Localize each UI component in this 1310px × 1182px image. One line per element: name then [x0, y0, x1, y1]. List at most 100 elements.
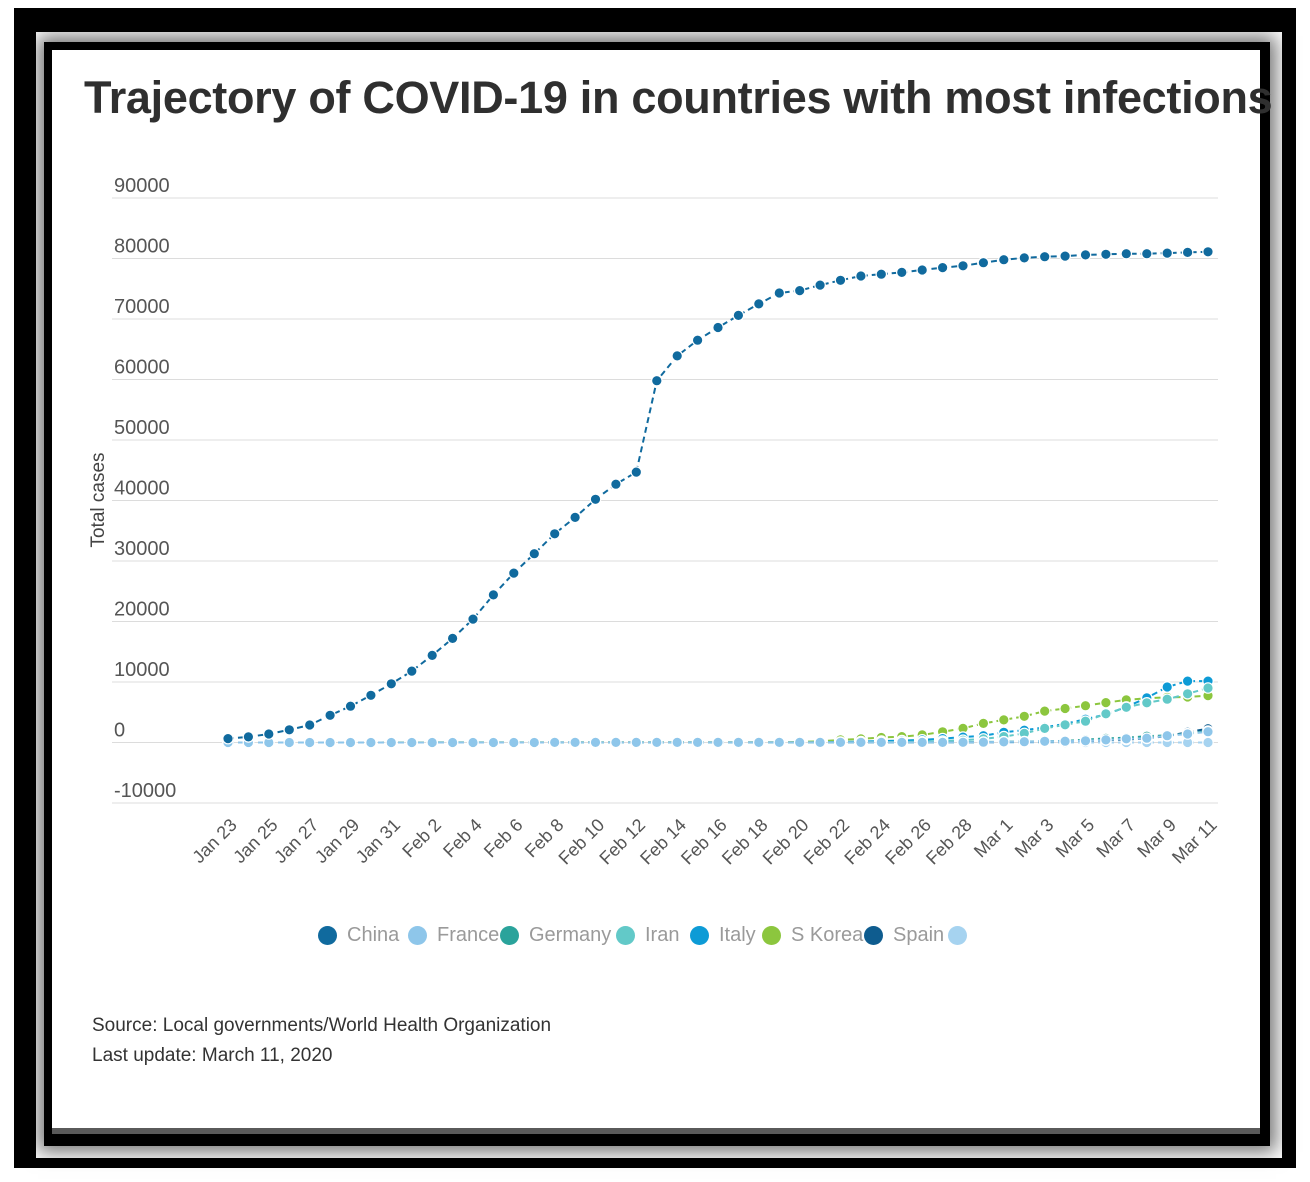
- x-tick-label: Feb 28: [922, 815, 976, 869]
- chart-title: Trajectory of COVID-19 in countries with…: [84, 72, 1273, 123]
- grid-lines: [112, 197, 1218, 804]
- legend-item[interactable]: Italy: [690, 918, 756, 952]
- data-point: [1202, 736, 1214, 749]
- data-point: [1100, 248, 1112, 261]
- data-point: [467, 736, 479, 749]
- legend-item[interactable]: China: [318, 918, 399, 952]
- data-point: [671, 350, 683, 362]
- data-point: [1038, 722, 1051, 735]
- x-tick-label: Feb 6: [480, 815, 527, 862]
- data-point: [997, 714, 1010, 726]
- data-point: [569, 736, 581, 749]
- data-point: [1079, 249, 1092, 261]
- data-point: [1059, 702, 1071, 715]
- x-tick-label: Mar 7: [1092, 815, 1139, 862]
- legend-marker: [762, 925, 781, 945]
- data-point: [855, 736, 867, 749]
- legend-item[interactable]: Germany: [500, 918, 611, 952]
- data-point: [507, 567, 520, 579]
- legend-item[interactable]: S Korea: [762, 918, 863, 952]
- data-point: [630, 736, 643, 749]
- data-point: [773, 287, 786, 299]
- legend-marker: [500, 925, 519, 945]
- bottom-rule: [52, 1128, 1260, 1134]
- data-point: [1141, 696, 1153, 709]
- legend-label: Italy: [719, 923, 756, 946]
- data-point: [1059, 250, 1071, 262]
- data-point: [916, 736, 928, 749]
- data-point: [855, 270, 867, 282]
- data-point: [977, 256, 990, 269]
- data-point: [1038, 705, 1051, 717]
- data-point: [691, 736, 704, 749]
- x-tick-label: Mar 1: [970, 815, 1017, 862]
- x-tick-label: Jan 25: [229, 815, 281, 867]
- data-point: [875, 268, 888, 280]
- data-point: [1141, 247, 1153, 260]
- data-point: [957, 259, 969, 272]
- y-tick-label: 70000: [114, 296, 170, 318]
- series-line: [228, 694, 1209, 744]
- data-point: [610, 478, 622, 490]
- data-point: [997, 736, 1010, 748]
- data-point: [589, 736, 602, 749]
- legend-label: S Korea: [791, 923, 864, 946]
- data-point: [1141, 732, 1153, 744]
- legend-label: Spain: [893, 923, 945, 946]
- data-point: [569, 511, 581, 524]
- data-point: [1079, 699, 1092, 712]
- legend-marker: [690, 925, 709, 945]
- data-point: [324, 736, 336, 749]
- data-point: [1038, 735, 1051, 748]
- legend-marker: [318, 925, 337, 945]
- data-point: [283, 736, 296, 749]
- x-tick-label: Jan 29: [311, 815, 363, 867]
- data-point: [610, 736, 622, 749]
- data-point: [1181, 675, 1194, 687]
- data-point: [895, 266, 908, 279]
- data-point: [630, 466, 643, 478]
- data-point: [957, 736, 969, 749]
- data-point: [1161, 693, 1173, 705]
- data-point: [997, 253, 1010, 266]
- data-point: [671, 736, 683, 749]
- data-point: [691, 334, 704, 346]
- data-point: [650, 736, 663, 749]
- data-point: [1100, 734, 1112, 746]
- data-point: [365, 689, 377, 702]
- data-point: [1181, 728, 1194, 740]
- data-point: [548, 527, 561, 540]
- legend-item[interactable]: [948, 918, 967, 952]
- data-point: [752, 298, 765, 310]
- legend-item[interactable]: France: [408, 918, 499, 952]
- data-point: [732, 736, 745, 749]
- data-point: [1100, 696, 1112, 709]
- legend-label: France: [437, 923, 500, 946]
- x-tick-label: Mar 5: [1052, 815, 1099, 862]
- series-france: [222, 725, 1214, 749]
- data-point: [365, 736, 377, 749]
- data-point: [895, 736, 908, 749]
- series-lines: [222, 246, 1214, 749]
- legend-item[interactable]: Spain: [864, 918, 944, 952]
- legend-item[interactable]: Iran: [616, 918, 679, 952]
- y-tick-label: 30000: [114, 538, 170, 560]
- y-tick-label: 50000: [114, 417, 170, 439]
- y-tick-labels: 90000 80000 70000 60000 50000 40000 30000 20000…: [114, 175, 176, 802]
- data-point: [303, 719, 316, 731]
- y-tick-label: 20000: [114, 599, 170, 621]
- last-update-note: Last update: March 11, 2020: [92, 1045, 333, 1066]
- data-point: [262, 728, 275, 740]
- data-point: [1018, 252, 1031, 264]
- data-point: [793, 736, 806, 749]
- data-point: [1202, 246, 1214, 258]
- y-tick-label: 0: [114, 720, 125, 742]
- data-point: [528, 736, 541, 749]
- data-point: [385, 736, 398, 749]
- x-tick-label: Feb 2: [398, 815, 445, 862]
- x-tick-label: Mar 11: [1168, 815, 1221, 868]
- data-point: [467, 613, 479, 625]
- data-point: [548, 736, 561, 749]
- data-point: [1059, 735, 1071, 747]
